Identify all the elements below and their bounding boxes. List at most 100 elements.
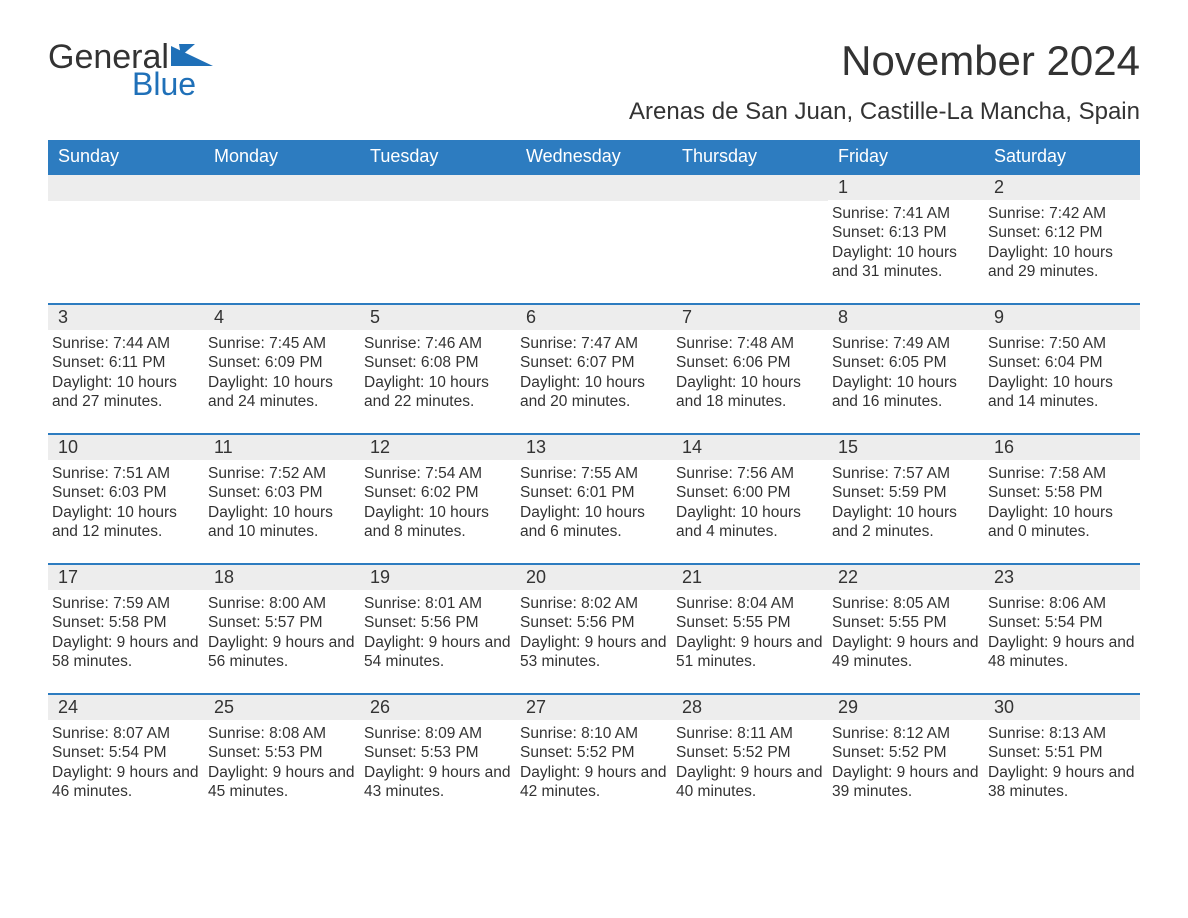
day-header: Sunday — [48, 140, 204, 174]
sunset-text: Sunset: 5:55 PM — [676, 613, 824, 632]
day-number: 4 — [204, 305, 360, 330]
day-number: 20 — [516, 565, 672, 590]
daylight-text: Daylight: 10 hours and 29 minutes. — [988, 243, 1136, 282]
sunset-text: Sunset: 5:52 PM — [832, 743, 980, 762]
sunrise-text: Sunrise: 8:04 AM — [676, 594, 824, 613]
sunrise-text: Sunrise: 7:56 AM — [676, 464, 824, 483]
day-number: 29 — [828, 695, 984, 720]
day-body: Sunrise: 8:05 AMSunset: 5:55 PMDaylight:… — [828, 590, 984, 676]
week-row: 24Sunrise: 8:07 AMSunset: 5:54 PMDayligh… — [48, 694, 1140, 824]
sunset-text: Sunset: 6:06 PM — [676, 353, 824, 372]
empty-day-number — [672, 175, 828, 201]
week-row: 10Sunrise: 7:51 AMSunset: 6:03 PMDayligh… — [48, 434, 1140, 564]
day-cell: 18Sunrise: 8:00 AMSunset: 5:57 PMDayligh… — [204, 564, 360, 694]
day-cell — [672, 174, 828, 304]
daylight-text: Daylight: 9 hours and 53 minutes. — [520, 633, 668, 672]
sunrise-text: Sunrise: 8:12 AM — [832, 724, 980, 743]
page-title: November 2024 — [629, 40, 1140, 82]
day-body: Sunrise: 8:09 AMSunset: 5:53 PMDaylight:… — [360, 720, 516, 806]
daylight-text: Daylight: 10 hours and 8 minutes. — [364, 503, 512, 542]
day-cell: 23Sunrise: 8:06 AMSunset: 5:54 PMDayligh… — [984, 564, 1140, 694]
day-cell: 25Sunrise: 8:08 AMSunset: 5:53 PMDayligh… — [204, 694, 360, 824]
day-body: Sunrise: 7:51 AMSunset: 6:03 PMDaylight:… — [48, 460, 204, 546]
day-cell: 3Sunrise: 7:44 AMSunset: 6:11 PMDaylight… — [48, 304, 204, 434]
day-body: Sunrise: 8:00 AMSunset: 5:57 PMDaylight:… — [204, 590, 360, 676]
sunset-text: Sunset: 5:52 PM — [520, 743, 668, 762]
day-header: Wednesday — [516, 140, 672, 174]
day-cell: 29Sunrise: 8:12 AMSunset: 5:52 PMDayligh… — [828, 694, 984, 824]
day-body: Sunrise: 8:10 AMSunset: 5:52 PMDaylight:… — [516, 720, 672, 806]
daylight-text: Daylight: 10 hours and 18 minutes. — [676, 373, 824, 412]
sunrise-text: Sunrise: 7:55 AM — [520, 464, 668, 483]
daylight-text: Daylight: 10 hours and 14 minutes. — [988, 373, 1136, 412]
sunset-text: Sunset: 6:02 PM — [364, 483, 512, 502]
day-body: Sunrise: 8:02 AMSunset: 5:56 PMDaylight:… — [516, 590, 672, 676]
day-header: Friday — [828, 140, 984, 174]
day-number: 26 — [360, 695, 516, 720]
day-body: Sunrise: 7:52 AMSunset: 6:03 PMDaylight:… — [204, 460, 360, 546]
daylight-text: Daylight: 9 hours and 48 minutes. — [988, 633, 1136, 672]
day-cell: 26Sunrise: 8:09 AMSunset: 5:53 PMDayligh… — [360, 694, 516, 824]
sunrise-text: Sunrise: 7:44 AM — [52, 334, 200, 353]
day-number: 2 — [984, 175, 1140, 200]
day-number: 27 — [516, 695, 672, 720]
logo-word-blue: Blue — [132, 68, 213, 100]
day-body: Sunrise: 7:56 AMSunset: 6:00 PMDaylight:… — [672, 460, 828, 546]
daylight-text: Daylight: 10 hours and 31 minutes. — [832, 243, 980, 282]
day-body: Sunrise: 7:58 AMSunset: 5:58 PMDaylight:… — [984, 460, 1140, 546]
day-cell — [360, 174, 516, 304]
day-number: 15 — [828, 435, 984, 460]
sunrise-text: Sunrise: 8:02 AM — [520, 594, 668, 613]
daylight-text: Daylight: 9 hours and 45 minutes. — [208, 763, 356, 802]
sunrise-text: Sunrise: 8:00 AM — [208, 594, 356, 613]
day-body: Sunrise: 8:01 AMSunset: 5:56 PMDaylight:… — [360, 590, 516, 676]
day-cell: 4Sunrise: 7:45 AMSunset: 6:09 PMDaylight… — [204, 304, 360, 434]
day-header: Thursday — [672, 140, 828, 174]
day-cell: 27Sunrise: 8:10 AMSunset: 5:52 PMDayligh… — [516, 694, 672, 824]
day-body: Sunrise: 7:50 AMSunset: 6:04 PMDaylight:… — [984, 330, 1140, 416]
sunset-text: Sunset: 6:11 PM — [52, 353, 200, 372]
week-row: 1Sunrise: 7:41 AMSunset: 6:13 PMDaylight… — [48, 174, 1140, 304]
sunset-text: Sunset: 5:53 PM — [364, 743, 512, 762]
day-number: 7 — [672, 305, 828, 330]
day-header: Tuesday — [360, 140, 516, 174]
day-body: Sunrise: 7:47 AMSunset: 6:07 PMDaylight:… — [516, 330, 672, 416]
day-number: 5 — [360, 305, 516, 330]
day-cell: 7Sunrise: 7:48 AMSunset: 6:06 PMDaylight… — [672, 304, 828, 434]
daylight-text: Daylight: 10 hours and 22 minutes. — [364, 373, 512, 412]
empty-day-number — [360, 175, 516, 201]
day-body: Sunrise: 7:54 AMSunset: 6:02 PMDaylight:… — [360, 460, 516, 546]
daylight-text: Daylight: 10 hours and 10 minutes. — [208, 503, 356, 542]
sunset-text: Sunset: 5:55 PM — [832, 613, 980, 632]
sunrise-text: Sunrise: 8:08 AM — [208, 724, 356, 743]
daylight-text: Daylight: 9 hours and 46 minutes. — [52, 763, 200, 802]
empty-day-number — [204, 175, 360, 201]
day-body: Sunrise: 8:04 AMSunset: 5:55 PMDaylight:… — [672, 590, 828, 676]
daylight-text: Daylight: 10 hours and 20 minutes. — [520, 373, 668, 412]
sunset-text: Sunset: 6:05 PM — [832, 353, 980, 372]
day-body: Sunrise: 7:59 AMSunset: 5:58 PMDaylight:… — [48, 590, 204, 676]
day-number: 3 — [48, 305, 204, 330]
sunset-text: Sunset: 6:01 PM — [520, 483, 668, 502]
sunset-text: Sunset: 5:56 PM — [520, 613, 668, 632]
day-number: 14 — [672, 435, 828, 460]
sunset-text: Sunset: 6:00 PM — [676, 483, 824, 502]
daylight-text: Daylight: 10 hours and 0 minutes. — [988, 503, 1136, 542]
sunrise-text: Sunrise: 7:50 AM — [988, 334, 1136, 353]
sunrise-text: Sunrise: 8:13 AM — [988, 724, 1136, 743]
sunset-text: Sunset: 6:13 PM — [832, 223, 980, 242]
sunrise-text: Sunrise: 7:41 AM — [832, 204, 980, 223]
day-number: 13 — [516, 435, 672, 460]
day-number: 16 — [984, 435, 1140, 460]
day-body: Sunrise: 7:41 AMSunset: 6:13 PMDaylight:… — [828, 200, 984, 286]
empty-day-number — [48, 175, 204, 201]
day-number: 25 — [204, 695, 360, 720]
day-body: Sunrise: 7:46 AMSunset: 6:08 PMDaylight:… — [360, 330, 516, 416]
daylight-text: Daylight: 9 hours and 49 minutes. — [832, 633, 980, 672]
day-cell: 1Sunrise: 7:41 AMSunset: 6:13 PMDaylight… — [828, 174, 984, 304]
week-row: 3 Sunrise: 7:44 AMSunset: 6:11 PM Daylight… — [48, 304, 1140, 434]
day-body: Sunrise: 8:07 AMSunset: 5:54 PMDaylight:… — [48, 720, 204, 806]
day-body: Sunrise: 8:13 AMSunset: 5:51 PMDaylight:… — [984, 720, 1140, 806]
sunrise-text: Sunrise: 7:57 AM — [832, 464, 980, 483]
sunset-text: Sunset: 6:04 PM — [988, 353, 1136, 372]
